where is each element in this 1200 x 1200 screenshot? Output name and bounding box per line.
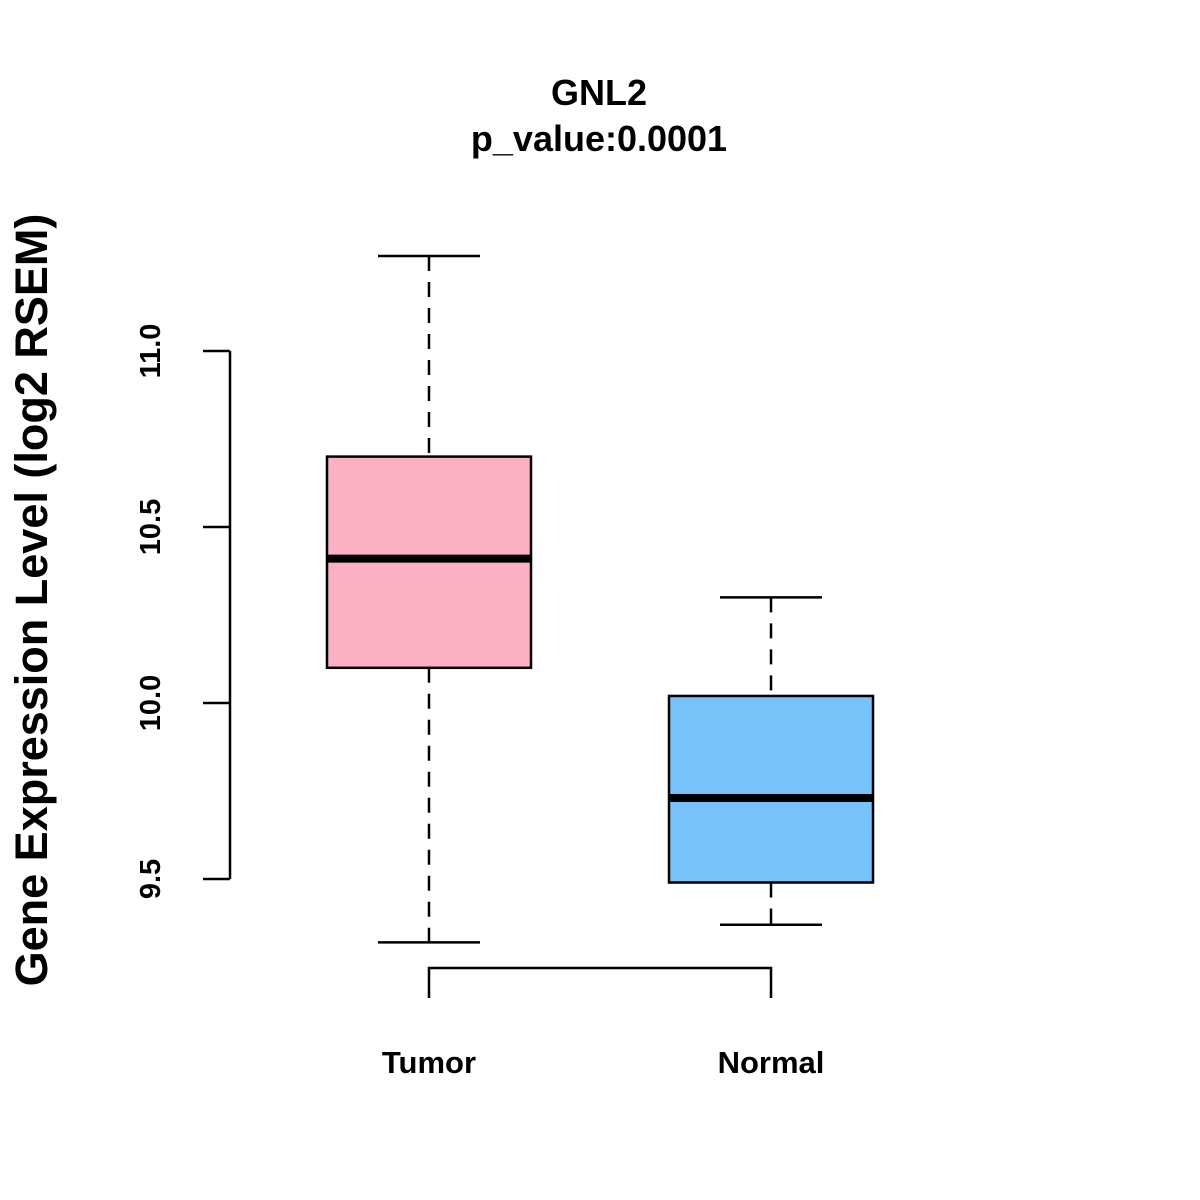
interquartile-box xyxy=(667,694,875,884)
category-label-tumor: Tumor xyxy=(382,1045,476,1080)
y-tick-label: 10.5 xyxy=(135,499,167,555)
y-tick-label: 11.0 xyxy=(135,324,167,379)
box-tumor xyxy=(325,254,533,944)
category-label-normal: Normal xyxy=(718,1045,825,1080)
y-tick-label: 10.0 xyxy=(135,675,167,731)
chart-subtitle: p_value:0.0001 xyxy=(471,118,727,159)
box-normal xyxy=(667,596,875,927)
plot-area: 9.5 10.0 10.5 11.0 Tumor Normal xyxy=(135,254,875,1080)
y-axis-label: Gene Expression Level (log2 RSEM) xyxy=(6,214,57,987)
y-tick-label: 9.5 xyxy=(135,859,167,899)
chart-title: GNL2 xyxy=(551,72,647,113)
comparison-bracket xyxy=(427,966,773,998)
